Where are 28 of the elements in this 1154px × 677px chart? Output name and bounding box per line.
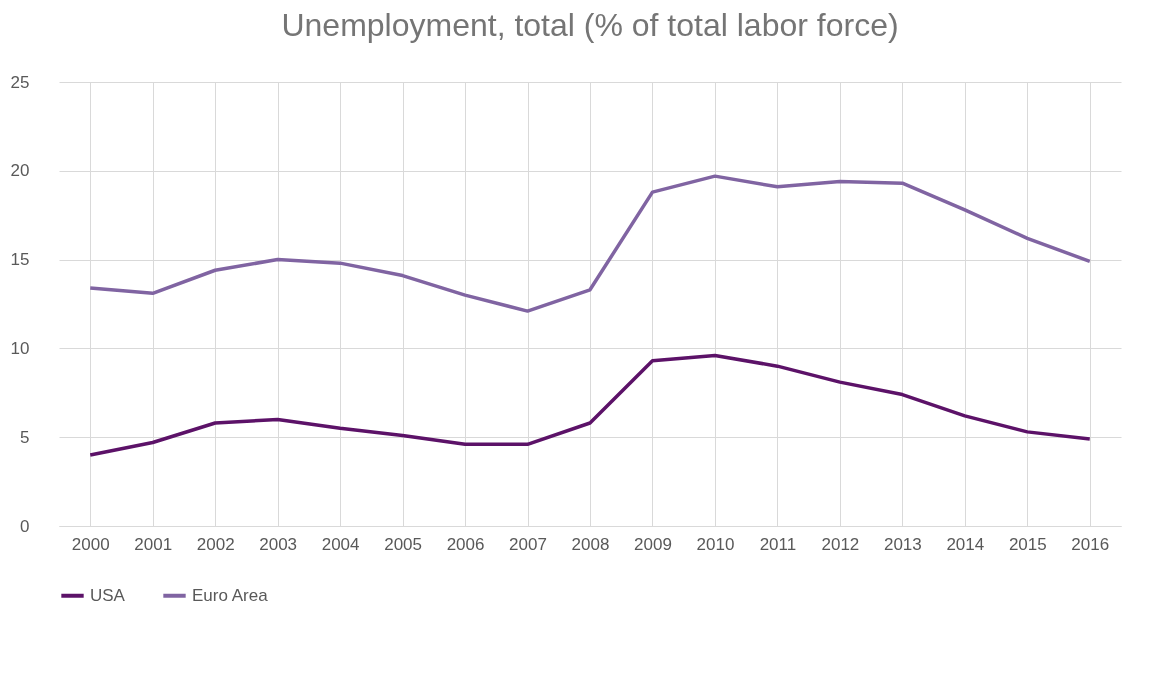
x-tick-label: 2016 (1071, 534, 1110, 554)
x-tick-label: 2011 (759, 534, 797, 554)
line-series (88, 353, 1092, 457)
x-tick-label: 2008 (571, 534, 610, 554)
y-tick-label: 5 (20, 427, 30, 447)
y-tick-label: 10 (10, 338, 30, 358)
x-tick-label: 2003 (259, 534, 298, 554)
y-tick-label: 25 (10, 72, 30, 92)
x-tick-label: 2000 (71, 534, 110, 554)
line-series (88, 174, 1092, 313)
y-tick-label: 20 (10, 161, 30, 181)
x-tick-label: 2004 (321, 534, 360, 554)
x-tick-label: 2013 (883, 534, 922, 554)
x-tick-label: 2014 (946, 534, 985, 554)
x-tick-label: 2010 (696, 534, 735, 554)
y-tick-label: 0 (20, 516, 30, 536)
x-tick-label: 2009 (634, 534, 672, 554)
x-tick-label: 2015 (1008, 534, 1047, 554)
legend-label: USA (90, 585, 126, 605)
chart-title: Unemployment, total (% of total labor force) (281, 7, 899, 43)
x-tick-label: 2001 (134, 534, 173, 554)
y-tick-label: 15 (10, 250, 30, 270)
x-tick-label: 2012 (821, 534, 860, 554)
x-tick-label: 2005 (384, 534, 422, 554)
x-tick-label: 2002 (196, 534, 235, 554)
legend-label: Euro Area (192, 585, 269, 605)
x-tick-label: 2007 (509, 534, 547, 554)
x-tick-label: 2006 (446, 534, 485, 554)
